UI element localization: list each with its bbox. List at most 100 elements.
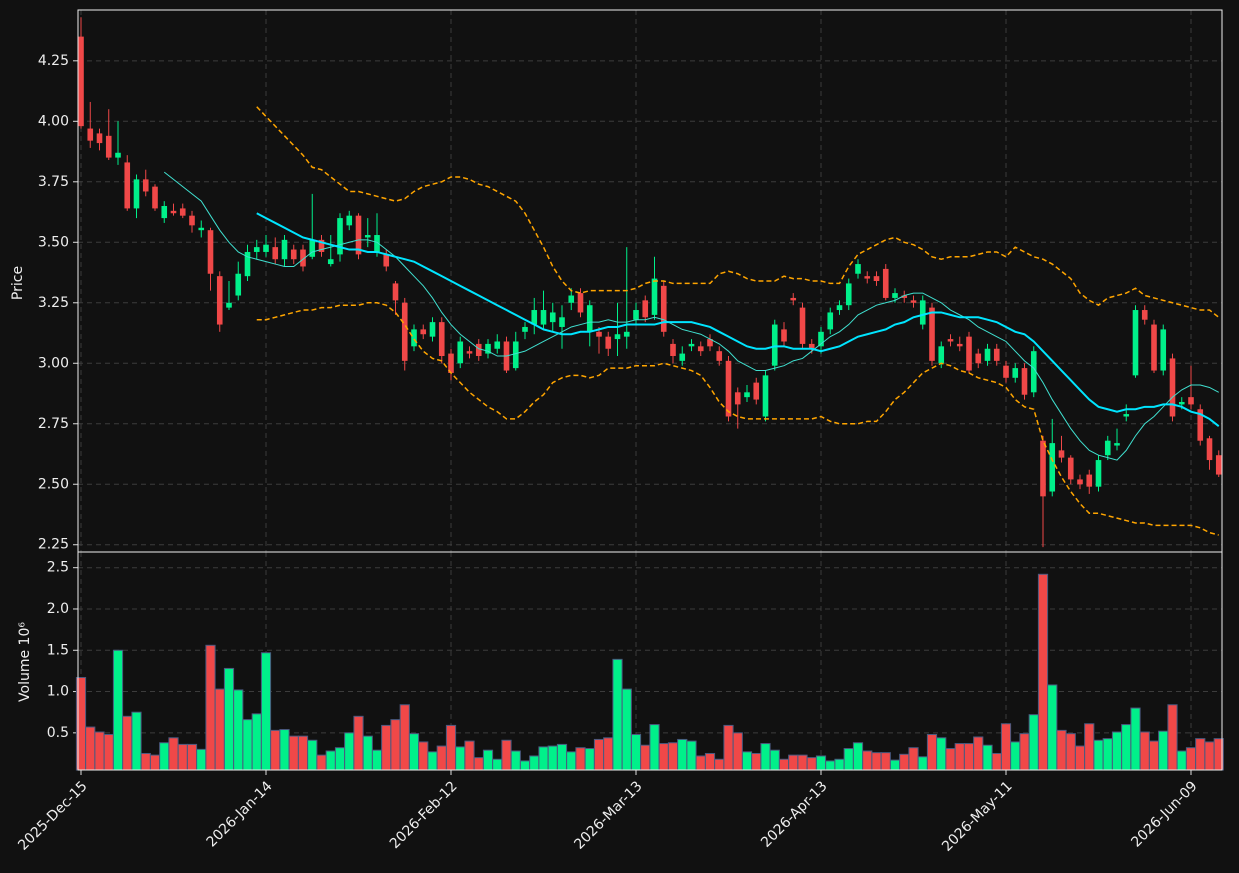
y-tick-label: 1.5 xyxy=(47,642,69,658)
candle-body xyxy=(929,307,935,361)
volume-bar xyxy=(926,733,938,771)
candle-body xyxy=(753,382,760,400)
candle-body xyxy=(1160,329,1167,371)
candle-body xyxy=(855,264,861,274)
volume-bar xyxy=(852,742,864,771)
volume-bar xyxy=(677,738,688,771)
volume-bar xyxy=(344,732,355,771)
candle-body xyxy=(78,36,84,127)
volume-bar xyxy=(1176,750,1187,771)
candle-body xyxy=(179,208,186,216)
candle-body xyxy=(956,343,963,347)
candle-body xyxy=(744,392,750,398)
volume-bar xyxy=(1019,733,1030,771)
candle-body xyxy=(781,329,787,342)
volume-bar xyxy=(862,750,873,771)
volume-bar xyxy=(760,743,771,771)
candle-body xyxy=(475,343,482,357)
volume-bar xyxy=(196,748,207,771)
volume-bar xyxy=(1102,738,1113,771)
candle-body xyxy=(818,331,824,347)
volume-bar xyxy=(945,748,956,771)
volume-bar xyxy=(1093,739,1104,771)
y-tick-label: 3.50 xyxy=(38,234,69,250)
candle-body xyxy=(938,346,945,364)
volume-bar xyxy=(658,743,669,771)
candle-body xyxy=(651,278,658,315)
volume-bar xyxy=(1111,731,1123,771)
volume-bar xyxy=(223,667,235,771)
volume-bar xyxy=(325,750,336,771)
candle-body xyxy=(586,305,593,332)
candle-body xyxy=(1132,310,1139,376)
candle-body xyxy=(263,244,269,252)
candle-body xyxy=(383,254,390,267)
candle-body xyxy=(216,276,223,325)
candle-body xyxy=(734,392,741,405)
candle-body xyxy=(327,259,334,265)
line-series xyxy=(256,212,1220,427)
candle-body xyxy=(512,341,519,369)
candle-body xyxy=(808,343,815,349)
volume-bar xyxy=(538,746,549,771)
volume-bar xyxy=(297,735,309,771)
volume-bar xyxy=(667,742,679,771)
volume-bar xyxy=(371,749,383,771)
volume-bar xyxy=(695,755,706,771)
volume-bar xyxy=(529,755,540,771)
candle-body xyxy=(1030,351,1037,393)
candle-body xyxy=(882,268,889,298)
volume-bar xyxy=(769,749,780,771)
volume-bar xyxy=(186,743,198,771)
volume-bar xyxy=(1204,741,1215,771)
candle-body xyxy=(873,276,880,281)
volume-bar xyxy=(1074,745,1086,771)
line-series xyxy=(163,171,1219,461)
volume-bar xyxy=(464,740,475,771)
volume-bar xyxy=(334,747,346,771)
volume-bar xyxy=(112,649,124,771)
y-tick-label: 2.75 xyxy=(38,416,69,432)
candle-body xyxy=(975,353,982,364)
volume-bar xyxy=(1037,573,1049,771)
candle-body xyxy=(966,336,972,371)
y-tick-label: 4.00 xyxy=(38,113,69,129)
candle-body xyxy=(290,249,297,260)
volume-bar xyxy=(482,749,494,771)
candle-body xyxy=(124,162,131,209)
volume-bar xyxy=(649,724,660,771)
volume-bar xyxy=(131,711,142,771)
volume-bar xyxy=(149,754,161,771)
volume-bar xyxy=(704,752,716,771)
volume-bar xyxy=(547,745,558,771)
volume-bar xyxy=(936,737,947,771)
volume-bar xyxy=(399,704,410,771)
candle-body xyxy=(725,360,732,417)
candle-body xyxy=(910,300,917,303)
candle-body xyxy=(1178,401,1185,405)
volume-bar xyxy=(1195,738,1206,771)
candle-body xyxy=(309,239,316,257)
volume-bar xyxy=(556,743,568,771)
candle-body xyxy=(105,135,112,158)
volume-bar xyxy=(381,724,392,771)
volume-bar xyxy=(1047,684,1058,771)
candle-body xyxy=(198,227,205,231)
candle-body xyxy=(411,329,417,347)
volume-bar xyxy=(1056,729,1067,771)
candle-body xyxy=(901,295,908,298)
candle-body xyxy=(947,339,954,342)
candle-body xyxy=(272,247,279,260)
candle-body xyxy=(1012,368,1019,378)
volume-bar xyxy=(575,747,586,771)
candle-body xyxy=(1086,474,1093,487)
candle-body xyxy=(799,307,806,344)
candle-body xyxy=(697,346,704,352)
volume-bar xyxy=(714,758,725,771)
volume-bar xyxy=(991,752,1002,771)
volume-bar xyxy=(94,731,105,771)
volume-bar xyxy=(510,750,521,771)
candle-body xyxy=(448,353,454,373)
volume-bar xyxy=(612,658,623,771)
